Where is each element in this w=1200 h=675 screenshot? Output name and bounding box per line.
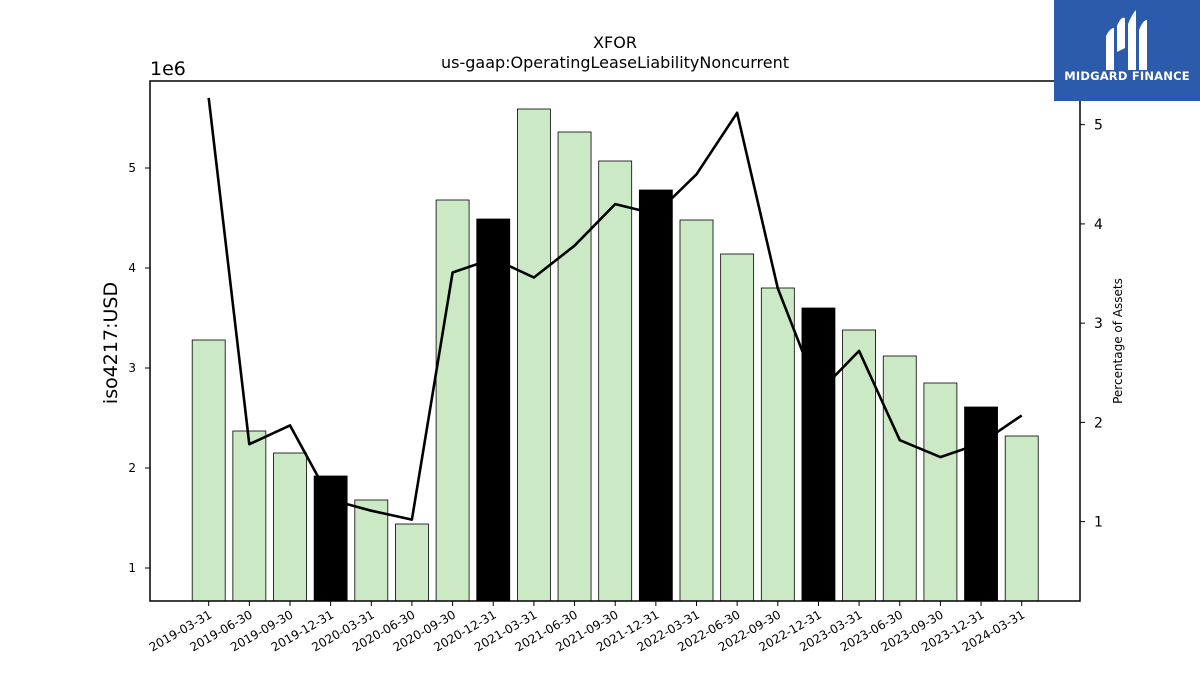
bar-2021-12-31 <box>638 189 673 602</box>
bar-2022-12-31 <box>801 307 836 602</box>
bar-2019-03-31 <box>191 339 226 602</box>
bar-2021-03-31 <box>517 108 551 602</box>
bar-2023-03-31 <box>842 329 876 602</box>
bar-2020-06-30 <box>395 523 429 602</box>
y-tick-label: 3 <box>128 361 136 375</box>
bar-2019-09-30 <box>273 452 307 602</box>
chart-subtitle: us-gaap:OperatingLeaseLiabilityNoncurren… <box>441 53 789 72</box>
y-tick-label: 5 <box>128 161 136 175</box>
y-axis-label: iso4217:USD <box>100 282 122 404</box>
bar-2020-12-31 <box>476 218 511 602</box>
logo-text: MIDGARD FINANCE <box>1064 69 1190 83</box>
plot-frame <box>149 80 1081 602</box>
midgard-finance-logo: MIDGARD FINANCE <box>1054 0 1200 101</box>
bar-2019-06-30 <box>232 430 267 602</box>
y2-tick-label: 3 <box>1094 316 1103 332</box>
y-offset-label: 1e6 <box>150 58 186 80</box>
y2-tick-label: 5 <box>1094 118 1103 134</box>
bar-2024-03-31 <box>1004 435 1039 602</box>
bar-2023-12-31 <box>964 406 998 602</box>
bar-2023-06-30 <box>882 355 917 602</box>
bar-2021-06-30 <box>557 131 592 602</box>
bar-2021-09-30 <box>598 160 633 602</box>
bar-2022-06-30 <box>720 253 755 602</box>
bar-2020-03-31 <box>354 499 389 602</box>
bar-2022-03-31 <box>679 219 714 602</box>
bar-2020-09-30 <box>435 199 470 602</box>
bar-2019-12-31 <box>313 475 348 602</box>
y2-tick-label: 1 <box>1094 515 1103 531</box>
bar-2023-09-30 <box>923 382 958 602</box>
logo-mark-icon <box>1106 10 1147 70</box>
y-tick-label: 4 <box>128 261 136 275</box>
y-tick-label: 2 <box>128 461 136 475</box>
y2-tick-label: 2 <box>1094 415 1103 431</box>
y2-tick-label: 4 <box>1094 217 1103 233</box>
y2-axis-label: Percentage of Assets <box>1111 278 1125 404</box>
chart-title: XFOR <box>593 33 637 52</box>
bar-2022-09-30 <box>760 287 795 602</box>
percentage-of-assets-line <box>207 97 1023 521</box>
y-tick-label: 1 <box>128 561 136 575</box>
